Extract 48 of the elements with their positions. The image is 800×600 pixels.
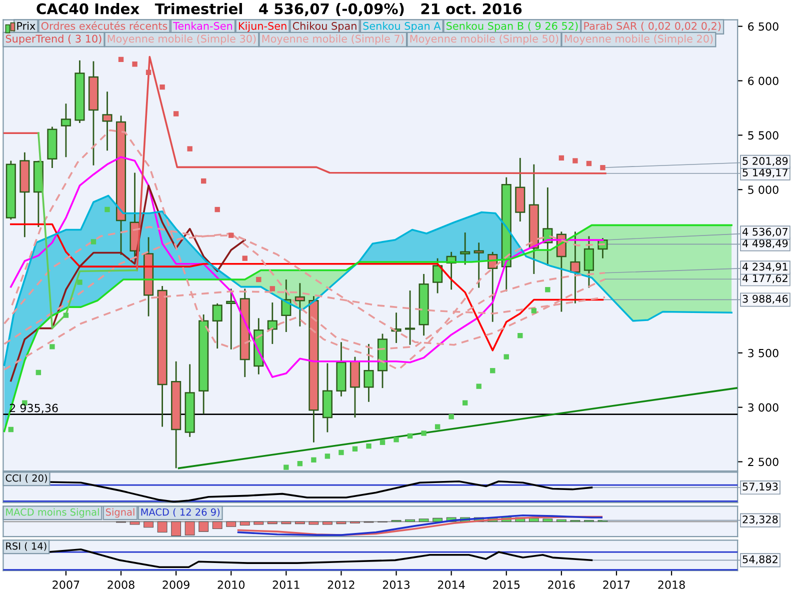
text: Tenkan-Sen	[173, 22, 232, 30]
x-tick-label: 2017	[603, 580, 630, 589]
y-tick-label: 6 000	[748, 76, 778, 86]
x-tick-label: 2015	[493, 580, 520, 589]
text: Senkou Span A	[363, 22, 441, 32]
text: Chikou Span	[292, 22, 356, 32]
text: Parab SAR ( 0,02 0,02 0,2)	[584, 22, 721, 32]
x-tick-label: 2009	[162, 580, 190, 589]
annotation: 3 988,46	[742, 294, 788, 304]
x-tick-label: 2007	[52, 580, 80, 589]
annotation: 57,193	[742, 482, 778, 492]
annotation: 4 498,49	[742, 239, 788, 248]
text: Moyenne mobile (Simple 20)	[564, 34, 713, 45]
annotation: Ordres exécutés récents	[41, 21, 168, 30]
annotation: 5 201,89	[742, 157, 788, 166]
annotation: 4 177,62	[742, 274, 788, 284]
x-tick-label: 2018	[658, 580, 685, 589]
text: Moyenne mobile (Simple 7)	[262, 34, 404, 45]
y-tick-label: 6 500	[748, 22, 778, 31]
x-tick-label: 2008	[108, 580, 134, 589]
text: Senkou Span B ( 9 26 52)	[446, 22, 578, 32]
y-tick-label: 3 500	[748, 348, 778, 358]
annotation: 54,882	[742, 555, 778, 564]
x-tick-label: 2016	[548, 580, 575, 589]
x-tick-label: 2011	[272, 580, 300, 589]
text: Moyenne mobile (Simple 30)	[108, 34, 256, 45]
x-tick-label: 2012	[328, 580, 354, 589]
text: SuperTrend ( 3 10)	[6, 34, 102, 45]
x-tick-label: 2013	[382, 580, 410, 589]
annotation: 4 536,07	[742, 228, 788, 237]
y-tick-label: 2 500	[748, 458, 778, 466]
y-tick-label: 5 500	[748, 131, 778, 140]
text: Signal	[106, 508, 134, 518]
series-label: RSI ( 14)	[6, 542, 46, 551]
series-label: CCI ( 20)	[6, 474, 47, 483]
legend-label: Prix	[17, 22, 36, 30]
annotation: 5 149,17	[742, 168, 788, 178]
series-label: MACD moins Signal	[6, 508, 99, 518]
text: MACD ( 12 26 9)	[141, 508, 220, 517]
x-tick-label: 2010	[218, 580, 245, 589]
y-tick-label: 3 000	[748, 403, 778, 412]
x-tick-label: 2014	[438, 580, 465, 589]
text: Moyenne mobile (Simple 50)	[410, 34, 558, 45]
annotation: 23,328	[742, 515, 778, 524]
chart-title: CAC40 Index Trimestriel 4 536,07 (-0,09%) 21 oct. 2016	[36, 3, 522, 16]
text: Kijun-Sen	[238, 22, 286, 32]
y-tick-label: 5 000	[748, 186, 778, 194]
annotation: 4 234,91	[742, 262, 788, 272]
